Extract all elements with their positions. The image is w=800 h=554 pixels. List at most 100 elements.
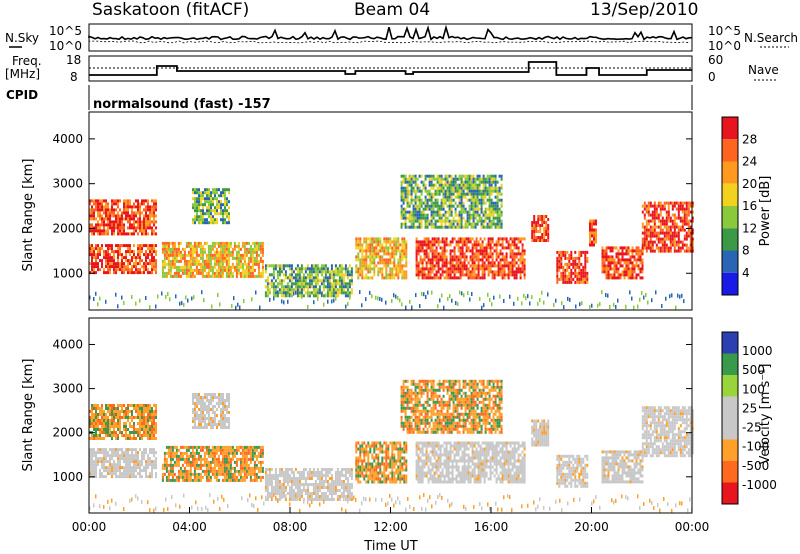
echo-cell <box>438 207 441 211</box>
echo-cell <box>139 416 141 419</box>
echo-cell <box>193 454 196 458</box>
echo-cell <box>129 475 131 479</box>
echo-cell <box>169 271 172 275</box>
echo-cell <box>109 247 111 251</box>
echo-cell <box>103 268 105 272</box>
echo-cell <box>143 217 145 221</box>
echo-cell <box>197 451 200 455</box>
echo-cell <box>466 210 469 214</box>
echo-cell <box>133 214 135 218</box>
echo-cell <box>310 285 313 289</box>
echo-cell <box>617 258 620 262</box>
echo-cell <box>464 195 467 199</box>
echo-cell <box>169 472 172 476</box>
echo-cell <box>415 261 418 265</box>
echo-cell <box>449 252 452 256</box>
echo-cell <box>363 258 366 262</box>
echo-cell <box>117 404 119 407</box>
echo-cell <box>425 240 428 244</box>
echo-cell <box>641 252 644 256</box>
echo-cell <box>211 256 214 260</box>
echo-cell <box>511 249 514 253</box>
echo-cell <box>287 299 289 304</box>
echo-cell <box>482 225 485 229</box>
echo-cell <box>119 214 121 218</box>
echo-cell <box>133 431 135 434</box>
echo-cell <box>226 188 228 192</box>
echo-cell <box>649 246 652 250</box>
echo-cell <box>109 259 111 263</box>
echo-cell <box>151 434 153 437</box>
echo-cell <box>111 407 113 410</box>
echo-cell <box>95 434 97 437</box>
echo-cell <box>449 249 452 253</box>
echo-cell <box>556 271 559 275</box>
echo-cell <box>196 203 198 207</box>
echo-cell <box>151 463 153 467</box>
echo-cell <box>449 276 452 280</box>
echo-cell <box>344 270 347 274</box>
echo-cell <box>278 288 281 292</box>
echo-cell <box>625 261 628 265</box>
echo-cell <box>251 253 254 257</box>
echo-cell <box>412 174 415 178</box>
echo-cell <box>509 273 512 277</box>
echo-cell <box>129 202 131 206</box>
echo-cell <box>103 253 105 257</box>
echo-cell <box>107 214 109 218</box>
echo-cell <box>448 225 451 229</box>
echo-cell <box>513 273 516 277</box>
echo-cell <box>131 437 133 440</box>
echo-cell <box>669 228 672 232</box>
echo-cell <box>290 285 293 289</box>
echo-cell <box>513 243 516 247</box>
echo-cell <box>471 264 474 268</box>
echo-cell <box>282 291 285 295</box>
echo-cell <box>465 255 468 259</box>
echo-cell <box>117 434 119 437</box>
echo-cell <box>109 256 111 260</box>
echo-cell <box>149 217 151 221</box>
echo-cell <box>470 177 473 181</box>
echo-cell <box>210 197 212 201</box>
echo-cell <box>499 252 502 256</box>
echo-cell <box>653 222 656 226</box>
echo-cell <box>643 201 646 205</box>
echo-cell <box>193 247 196 251</box>
echo-cell <box>221 244 224 248</box>
echo-cell <box>121 214 123 218</box>
echo-cell <box>93 463 95 467</box>
echo-cell <box>391 299 393 303</box>
echo-cell <box>183 259 186 263</box>
echo-cell <box>89 211 91 215</box>
echo-cell <box>336 273 339 277</box>
echo-cell <box>207 256 210 260</box>
echo-cell <box>444 219 447 223</box>
echo-cell <box>149 271 151 275</box>
echo-cell <box>129 434 131 437</box>
echo-cell <box>484 210 487 214</box>
echo-cell <box>165 262 168 266</box>
echo-cell <box>147 410 149 413</box>
echo-cell <box>436 174 439 178</box>
echo-cell <box>479 249 482 253</box>
echo-cell <box>249 268 252 272</box>
freq-unit-label: [MHz] <box>5 67 40 81</box>
echo-cell <box>421 249 424 253</box>
echo-cell <box>198 197 200 201</box>
echo-cell <box>151 232 153 236</box>
echo-cell <box>111 448 113 452</box>
echo-cell <box>312 279 315 283</box>
echo-cell <box>418 201 421 205</box>
echo-cell <box>202 215 204 219</box>
echo-cell <box>143 469 145 473</box>
echo-cell <box>462 207 465 211</box>
echo-cell <box>379 258 382 262</box>
echo-cell <box>623 276 626 280</box>
echo-cell <box>428 189 431 193</box>
echo-cell <box>145 296 147 300</box>
echo-cell <box>119 472 121 476</box>
echo-cell <box>105 250 107 254</box>
echo-cell <box>625 267 628 271</box>
echo-cell <box>143 425 145 428</box>
